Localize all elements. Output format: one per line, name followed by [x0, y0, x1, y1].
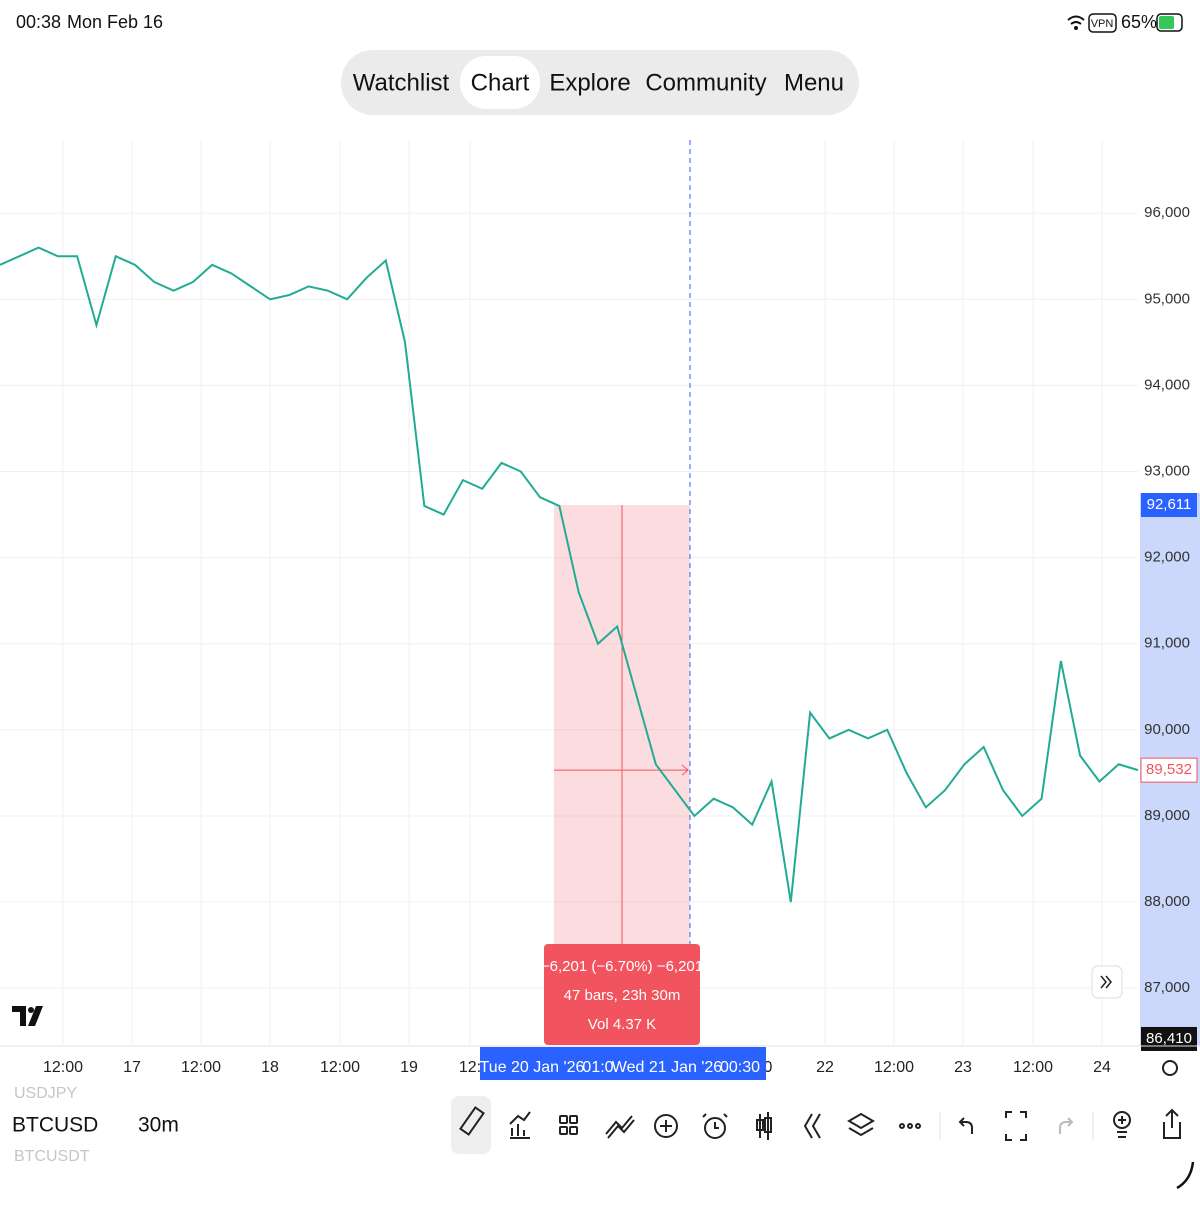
measure-text: Vol 4.37 K: [588, 1016, 656, 1033]
more-dot: [907, 1123, 913, 1129]
x-tick-label: 17: [123, 1059, 141, 1076]
redo-icon[interactable]: [1059, 1117, 1074, 1134]
replay-icon[interactable]: [803, 1113, 821, 1139]
vpn-box: [1088, 13, 1117, 33]
nav-tab-active-bg: [460, 56, 540, 109]
x-tick-label: 19: [400, 1059, 418, 1076]
x-tick-label: 18: [261, 1059, 279, 1076]
interval[interactable]: 30m: [138, 1114, 179, 1137]
add-plus: [660, 1120, 672, 1132]
candle-body: [756, 1119, 764, 1131]
status-date: Mon Feb 16: [67, 12, 163, 32]
y-tick-label: 88,000: [1144, 893, 1190, 910]
price-line: [0, 246, 1139, 903]
y-tick-label: 89,000: [1144, 807, 1190, 824]
scroll-arrows: [1100, 975, 1112, 989]
layout-icon[interactable]: [559, 1115, 568, 1124]
ruler-icon[interactable]: [459, 1106, 485, 1136]
measure-text: −6,201 (−6.70%) −6,201: [541, 958, 703, 975]
pencil-mark: [1176, 1161, 1195, 1190]
y-tick-label: 91,000: [1144, 635, 1190, 652]
nav-tab[interactable]: Explore: [549, 69, 630, 96]
idea-base: [1117, 1116, 1127, 1138]
settings-icon[interactable]: [1162, 1060, 1178, 1076]
x-tick-label: 12:00: [320, 1059, 360, 1076]
idea-icon[interactable]: [1113, 1111, 1131, 1129]
x-tick-label: 0: [764, 1059, 773, 1076]
crosshair-date-label: 01:0: [582, 1059, 613, 1076]
crosshair-date-label: Tue 20 Jan '26: [480, 1059, 585, 1076]
x-tick-label: 12:00: [874, 1059, 914, 1076]
crosshair-date-label: Wed 21 Jan '26: [612, 1059, 722, 1076]
x-tick-label: 12:00: [1013, 1059, 1053, 1076]
battery-level: 65%: [1121, 12, 1157, 32]
price-badge: [1140, 757, 1198, 783]
battery-fill: [1159, 16, 1174, 29]
measure-text: 47 bars, 23h 30m: [564, 987, 681, 1004]
chart: 87,000 88,000 89,000 90,000 91,000 92,000 93,0…: [0, 140, 1200, 1080]
candle-body: [764, 1117, 772, 1133]
status-time: 00:38: [16, 12, 61, 32]
scroll-button[interactable]: [1091, 965, 1123, 999]
y-tick-label: 95,000: [1144, 290, 1190, 307]
layout-icon[interactable]: [569, 1126, 578, 1135]
price-badge-label: 92,611: [1147, 496, 1192, 513]
x-tick-label: 12:00: [43, 1059, 83, 1076]
layout-icon[interactable]: [569, 1115, 578, 1124]
price-badge-label: 86,410: [1146, 1030, 1192, 1047]
nav-tab[interactable]: Watchlist: [353, 69, 450, 96]
y-tick-label: 94,000: [1144, 376, 1190, 393]
more-dot: [915, 1123, 921, 1129]
price-badge-label: 89,532: [1146, 761, 1192, 778]
tv-logo: [12, 1006, 43, 1026]
undo-icon[interactable]: [958, 1117, 973, 1134]
nav-tab[interactable]: Chart: [471, 69, 530, 96]
symbol-next[interactable]: BTCUSDT: [14, 1148, 90, 1165]
toolbar: USDJPY BTCUSD BTCUSDT 30m: [12, 1085, 1195, 1190]
crosshair-date-label: 00:30: [720, 1059, 760, 1076]
y-tick-label: 96,000: [1144, 204, 1190, 221]
price-badge: [1141, 493, 1197, 518]
more-dot[interactable]: [899, 1123, 905, 1129]
add-icon[interactable]: [654, 1114, 678, 1138]
alert-hands: [702, 1113, 728, 1129]
x-tick-label: 23: [954, 1059, 972, 1076]
layers-icon[interactable]: [847, 1112, 875, 1137]
fullscreen-icon[interactable]: [1005, 1111, 1027, 1141]
layout-icon[interactable]: [559, 1126, 568, 1135]
x-tick-label: 12:: [459, 1059, 481, 1076]
indicators-icon[interactable]: [509, 1111, 531, 1139]
wifi-dot: [1074, 26, 1078, 30]
alert-icon[interactable]: [704, 1117, 726, 1139]
y-tick-label: 93,000: [1144, 462, 1190, 479]
share-icon[interactable]: [1163, 1108, 1181, 1139]
compare-icon[interactable]: [605, 1115, 635, 1139]
nav-tabs: Watchlist Chart Explore Community Menu: [353, 56, 844, 109]
price-badge: [1141, 1026, 1197, 1051]
y-tick-label: 92,000: [1144, 549, 1190, 566]
x-tick-label: 24: [1093, 1059, 1111, 1076]
crosshair-date-bg: [480, 1047, 766, 1080]
nav-tab[interactable]: Menu: [784, 69, 844, 96]
x-tick-label: 22: [816, 1059, 834, 1076]
toolbar-icons: [459, 1106, 1195, 1190]
y-tick-label: 87,000: [1144, 979, 1190, 996]
tv-logo-dot: [28, 1007, 34, 1013]
measure-tooltip: [544, 944, 700, 1045]
vpn-label: VPN: [1091, 18, 1114, 30]
symbol-prev[interactable]: USDJPY: [14, 1085, 77, 1102]
battery-icon: [1156, 13, 1183, 32]
y-tick-label: 90,000: [1144, 721, 1190, 738]
candles-icon[interactable]: [759, 1112, 769, 1140]
x-tick-label: 12:00: [181, 1059, 221, 1076]
wifi-icon: [1067, 15, 1085, 25]
measure-arrow: [681, 764, 689, 776]
ruler-bg: [451, 1096, 491, 1154]
symbol-current[interactable]: BTCUSD: [12, 1114, 98, 1137]
nav-tab[interactable]: Community: [645, 69, 766, 96]
